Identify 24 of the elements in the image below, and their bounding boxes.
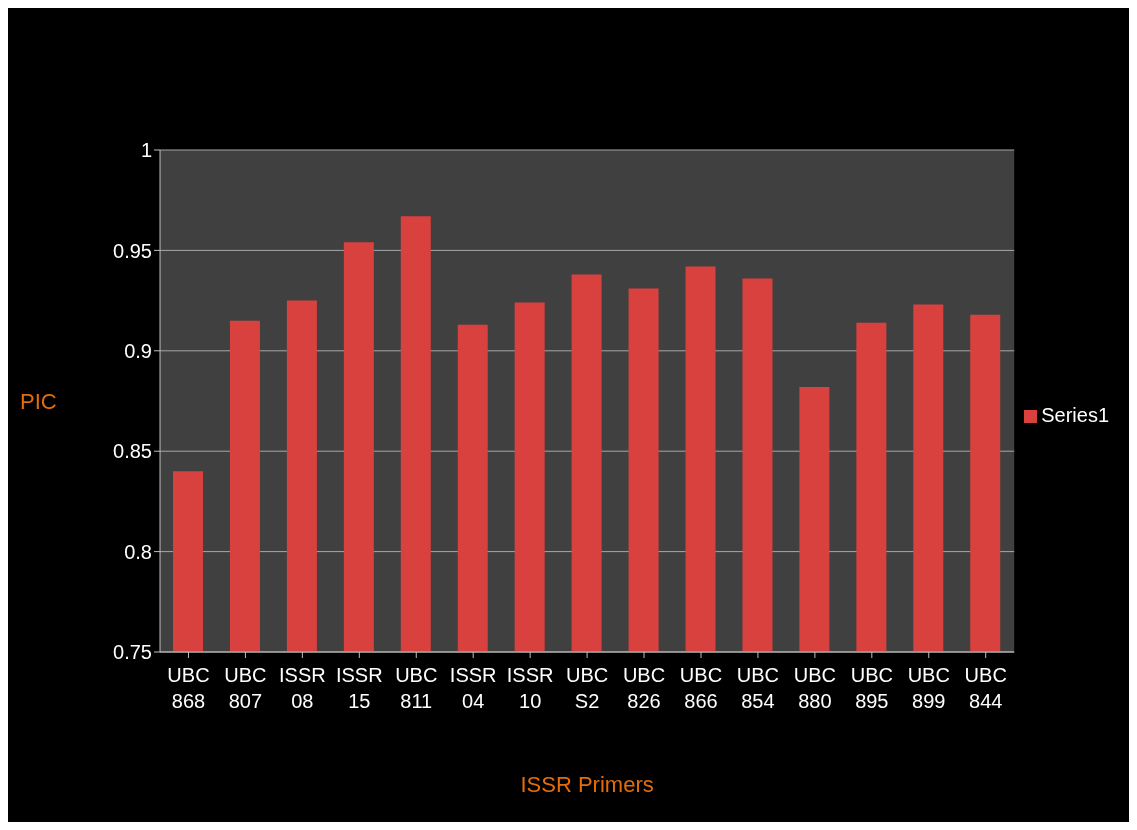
x-tick-label: UBC 868: [167, 664, 210, 712]
x-tick-label: UBC 899: [907, 664, 950, 712]
y-tick-label: 0.75: [113, 641, 152, 664]
x-tick-label: ISSR 08: [279, 664, 326, 712]
y-tick-label: 0.85: [113, 440, 152, 463]
x-axis-title: ISSR Primers: [520, 772, 654, 797]
x-tick-label: UBC 811: [395, 664, 438, 712]
x-tick-label: ISSR 15: [335, 664, 383, 712]
x-tick-label: ISSR 04: [449, 664, 497, 712]
x-tick-label: UBC 880: [793, 664, 836, 712]
x-tick-label: UBC 854: [736, 664, 780, 712]
y-tick-label: 0.8: [124, 540, 152, 563]
y-tick-label: 0.9: [124, 339, 152, 362]
legend-label: Series1: [1041, 403, 1109, 426]
x-tick-label: UBC 866: [679, 664, 723, 712]
x-tick-label: UBC 807: [224, 664, 267, 712]
y-axis-title: PIC: [20, 388, 57, 414]
x-tick-label: UBC S2: [565, 664, 609, 712]
x-tick-label: UBC 895: [850, 664, 893, 712]
x-tick-label: ISSR 10: [506, 664, 554, 712]
x-tick-label: UBC 844: [964, 664, 1007, 712]
x-tick-label: UBC 826: [622, 664, 666, 712]
y-tick-label: 1: [140, 139, 152, 162]
y-tick-label: 0.95: [113, 239, 152, 262]
